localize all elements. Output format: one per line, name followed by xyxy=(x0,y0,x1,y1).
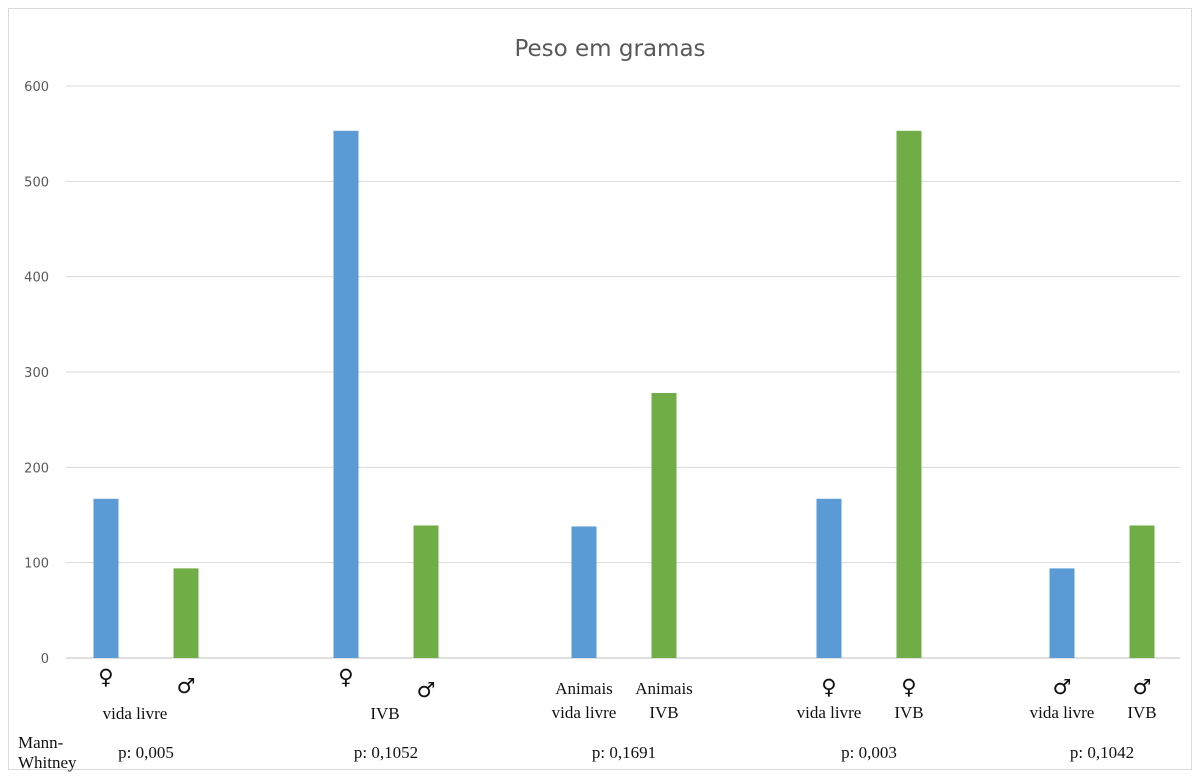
bar xyxy=(816,498,842,658)
p-values-layer: p: 0,005 p: 0,1052 p: 0,1691 p: 0,003 p: 0,1… xyxy=(18,733,1134,772)
grid-layer: 0 100 200 300 400 500 600 xyxy=(24,80,1180,667)
sex-symbol-label: ♀ xyxy=(821,675,836,699)
category-sub-label: vida livre xyxy=(103,704,168,723)
bar xyxy=(1129,525,1155,658)
sex-symbol-label: ♂ xyxy=(417,678,436,702)
chart-frame xyxy=(8,8,1192,770)
y-tick-label: 100 xyxy=(24,557,49,572)
bar xyxy=(896,130,922,659)
bar xyxy=(413,525,439,658)
y-tick-label: 500 xyxy=(24,175,49,190)
chart-title: Peso em gramas xyxy=(514,36,705,62)
bar xyxy=(651,392,677,658)
y-tick-label: 600 xyxy=(24,80,49,95)
category-labels-layer: ♀ vida livre ♂ ♀ IVB ♂ Animais vida livre Animai… xyxy=(98,665,1156,723)
y-tick-label: 300 xyxy=(24,366,49,381)
category-label: vida livre xyxy=(797,703,862,722)
p-value-label: p: 0,003 xyxy=(841,743,897,762)
sex-symbol-label: ♀ xyxy=(338,665,353,689)
p-value-label: p: 0,1042 xyxy=(1070,743,1134,762)
category-label: IVB xyxy=(649,703,678,722)
bar xyxy=(173,568,199,658)
bar xyxy=(333,130,359,659)
category-label: IVB xyxy=(1127,703,1156,722)
sex-symbol-label: ♀ xyxy=(98,665,113,689)
category-label: vida livre xyxy=(1030,703,1095,722)
mann-whitney-label: Mann- xyxy=(18,733,64,752)
category-sub-label: IVB xyxy=(370,704,399,723)
bars-layer xyxy=(93,130,1155,659)
sex-symbol-label: ♂ xyxy=(177,674,196,698)
p-value-label: p: 0,1052 xyxy=(354,743,418,762)
category-label: IVB xyxy=(894,703,923,722)
p-value-label: p: 0,1691 xyxy=(592,743,656,762)
bar xyxy=(571,526,597,658)
sex-symbol-label: ♀ xyxy=(901,675,916,699)
y-tick-label: 400 xyxy=(24,271,49,286)
y-tick-label: 0 xyxy=(41,652,49,667)
sex-symbol-label: ♂ xyxy=(1133,675,1152,699)
mann-whitney-label: Whitney xyxy=(18,753,77,772)
bar xyxy=(93,498,119,658)
y-tick-label: 200 xyxy=(24,461,49,476)
p-value-label: p: 0,005 xyxy=(118,743,174,762)
sex-symbol-label: ♂ xyxy=(1053,675,1072,699)
category-label: vida livre xyxy=(552,703,617,722)
category-label: Animais xyxy=(555,679,613,698)
bar xyxy=(1049,568,1075,658)
category-label: Animais xyxy=(635,679,693,698)
